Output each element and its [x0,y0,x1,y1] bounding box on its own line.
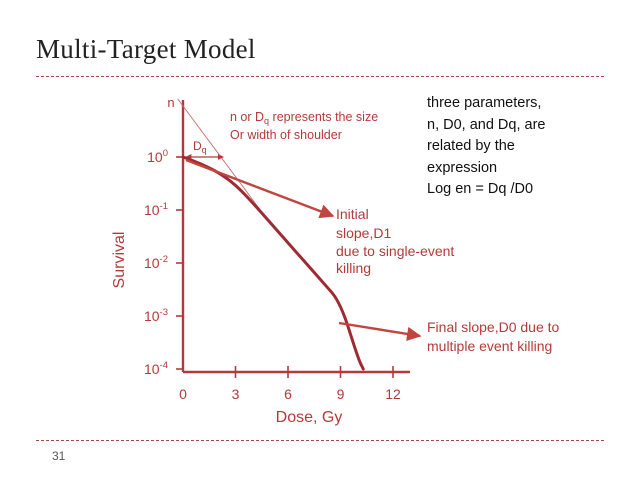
dq-label-sub: q [202,145,207,155]
shoulder-line1-pre: n or D [230,110,264,124]
note-line: related by the [427,138,515,154]
initial-slope-line1: Initial [336,206,369,222]
x-tick-label: 3 [232,386,240,402]
final-slope-line1: Final slope,D0 due to [427,319,560,335]
y-tick-label: 10-2 [144,254,168,271]
y-tick-label: 10-3 [144,307,168,324]
y-tick-exp: -3 [160,307,168,318]
y-tick-exp: -4 [160,360,168,371]
dq-label: Dq [193,139,207,155]
x-tick-label: 12 [385,386,401,402]
y-tick-base: 10 [144,361,160,377]
shoulder-line1-sub: q [264,116,269,126]
slide-number: 31 [52,449,66,463]
final-slope-line2: multiple event killing [427,338,552,354]
x-tick-label: 6 [284,386,292,402]
x-axis-label: Dose, Gy [276,409,343,426]
initial-slope-arrow [185,158,335,219]
y-tick-exp: -2 [160,254,168,265]
note-line: n, D0, and Dq, are [427,116,546,133]
initial-slope-line4: killing [336,260,371,276]
y-tick-label: 10-4 [144,360,168,377]
y-tick-base: 10 [144,202,160,218]
y-tick-base: 10 [147,149,163,165]
n-label: n [167,95,174,110]
footer-divider [36,440,604,441]
shoulder-line1-post: represents the size [269,110,378,124]
initial-slope-line3: due to single-event [336,243,454,259]
slide-title: Multi-Target Model [36,34,256,64]
shoulder-annotation-line1: n or Dq represents the size [230,110,378,126]
y-tick-label: 100 [147,148,168,165]
note-line: expression [427,159,498,176]
initial-slope-line2: slope,D1 [336,225,391,241]
x-tick-label: 9 [337,386,345,402]
y-tick-exp: 0 [163,148,168,159]
note-line: three parameters, [427,95,542,111]
y-tick-label: 10-1 [144,201,168,218]
shoulder-annotation-line2: Or width of shoulder [230,128,342,142]
y-tick-base: 10 [144,255,160,271]
dq-label-base: D [193,139,202,153]
x-tick-label: 0 [179,386,187,402]
title-divider [36,76,604,77]
parameters-note: three parameters, n, D0, and Dq, are rel… [427,93,597,201]
y-axis-label: Survival [111,232,128,289]
final-slope-arrow [338,321,422,342]
y-tick-base: 10 [144,308,160,324]
y-tick-exp: -1 [160,201,168,212]
note-line: Log en = Dq /D0 [427,181,534,197]
